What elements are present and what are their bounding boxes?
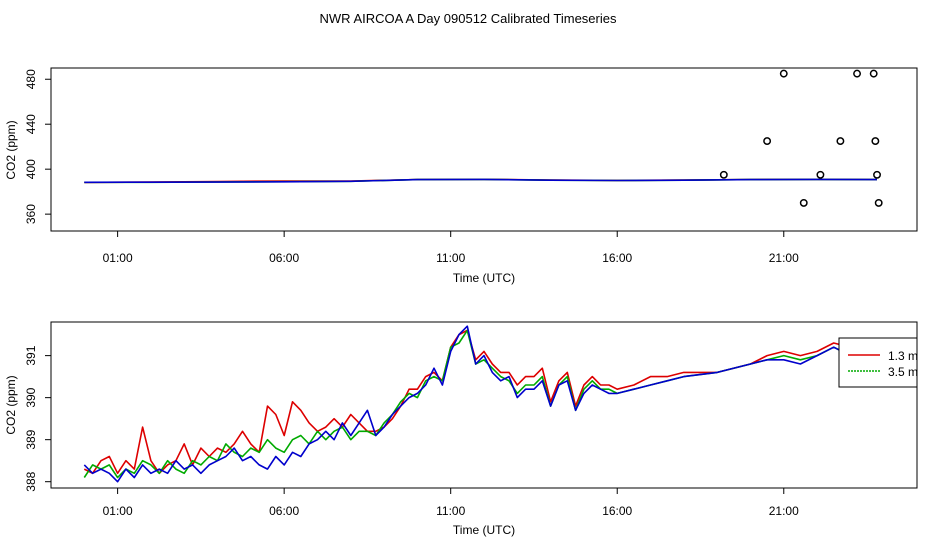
top-x-tick-label: 11:00 [436, 251, 465, 265]
top-x-axis-label: Time (UTC) [453, 271, 515, 285]
bottom-x-tick-label: 06:00 [269, 504, 299, 518]
top-data-point-marker [871, 137, 880, 146]
bottom-series-line-blue [83, 325, 878, 483]
top-data-point-marker [719, 170, 728, 179]
top-y-axis-label: CO2 (ppm) [4, 120, 18, 179]
top-x-tick-label: 01:00 [103, 251, 133, 265]
bottom-x-tick-label: 01:00 [103, 504, 133, 518]
top-data-point-marker [799, 198, 808, 207]
top-data-point-marker [874, 198, 883, 207]
top-data-point-marker [779, 69, 788, 78]
bottom-chart: 01:00 06:00 11:00 16:00 21:00 388 389 390 391 Ti… [4, 321, 918, 537]
top-series-line-blue [84, 178, 878, 184]
top-data-point-marker [763, 137, 772, 146]
top-plot-frame [50, 67, 918, 232]
legend-box [838, 337, 918, 388]
top-y-tick-label: 400 [24, 159, 38, 179]
bottom-y-tick-label: 391 [24, 345, 38, 365]
top-data-point-marker [836, 137, 845, 146]
bottom-y-axis-label: CO2 (ppm) [4, 375, 18, 434]
legend: 1.3 m 3.5 m [838, 337, 918, 388]
bottom-y-tick-label: 390 [24, 387, 38, 407]
top-data-point-marker [816, 170, 825, 179]
bottom-x-axis-label: Time (UTC) [453, 523, 515, 537]
bottom-x-tick-label: 11:00 [436, 504, 465, 518]
bottom-y-tick-label: 389 [24, 429, 38, 449]
bottom-plot-frame [50, 321, 918, 489]
legend-label-red: 1.3 m [888, 349, 918, 363]
top-chart-marks: 01:00 06:00 11:00 16:00 21:00 360 400 440 480 [24, 69, 883, 265]
bottom-chart-marks: 01:00 06:00 11:00 16:00 21:00 388 389 390 391 [24, 325, 878, 518]
bottom-series-line-green [83, 329, 877, 479]
top-data-point-marker [853, 69, 861, 78]
top-x-tick-label: 16:00 [602, 251, 632, 265]
top-y-tick-label: 480 [24, 69, 38, 89]
top-data-point-marker [869, 69, 878, 78]
bottom-x-tick-label: 16:00 [602, 504, 632, 518]
top-x-tick-label: 21:00 [769, 251, 799, 265]
bottom-y-tick-label: 388 [24, 471, 38, 491]
top-chart: 01:00 06:00 11:00 16:00 21:00 360 400 440 480 Ti… [4, 67, 918, 285]
bottom-series-line-red [83, 329, 878, 475]
top-y-tick-label: 440 [24, 114, 38, 134]
bottom-x-tick-label: 21:00 [769, 504, 799, 518]
figure-title: NWR AIRCOA A Day 090512 Calibrated Times… [320, 11, 617, 26]
top-y-tick-label: 360 [24, 204, 38, 224]
legend-label-green: 3.5 m [888, 365, 918, 379]
top-data-point-marker [873, 170, 881, 179]
top-x-tick-label: 06:00 [269, 251, 299, 265]
